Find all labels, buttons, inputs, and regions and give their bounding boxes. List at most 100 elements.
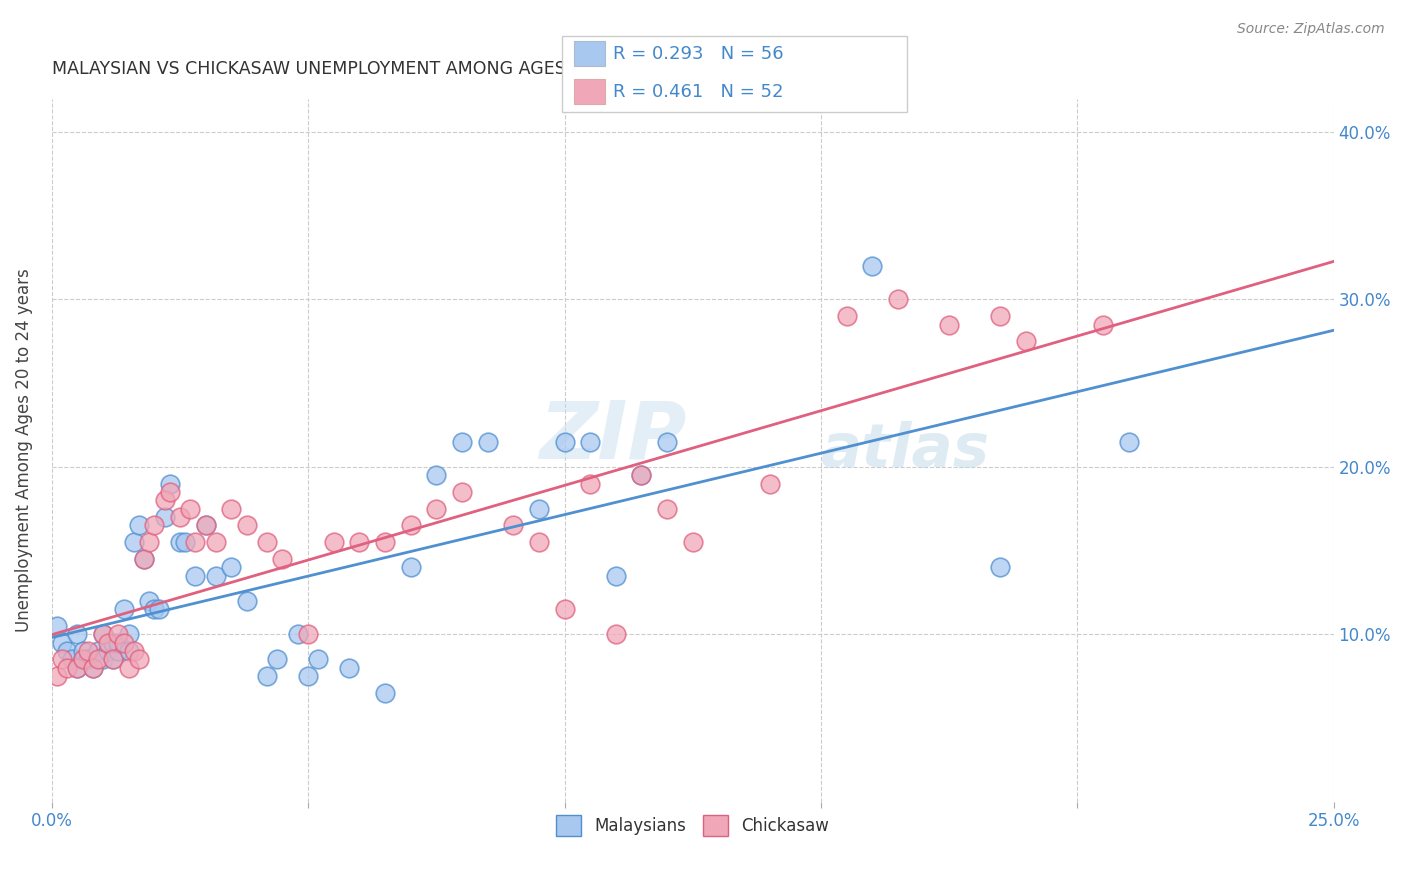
Point — [605, 568, 627, 582]
Point — [194, 518, 217, 533]
Y-axis label: Unemployment Among Ages 20 to 24 years: Unemployment Among Ages 20 to 24 years — [15, 268, 32, 632]
Point — [56, 661, 79, 675]
Point — [132, 552, 155, 566]
Point — [103, 652, 125, 666]
Point — [87, 644, 110, 658]
Point — [128, 652, 150, 666]
Point — [97, 635, 120, 649]
Point — [527, 501, 550, 516]
Point — [682, 535, 704, 549]
Point — [307, 652, 329, 666]
Point — [107, 635, 129, 649]
Point — [51, 652, 73, 666]
Point — [174, 535, 197, 549]
Point — [630, 468, 652, 483]
Point — [132, 552, 155, 566]
Point — [91, 627, 114, 641]
Point — [988, 560, 1011, 574]
Text: ZIP: ZIP — [538, 397, 686, 475]
Point — [45, 619, 67, 633]
Point — [72, 652, 94, 666]
Point — [107, 627, 129, 641]
Point — [76, 652, 98, 666]
Point — [91, 627, 114, 641]
Point — [374, 686, 396, 700]
Point — [553, 434, 575, 449]
Point — [1015, 334, 1038, 349]
Point — [527, 535, 550, 549]
Point — [76, 644, 98, 658]
Point — [97, 644, 120, 658]
Point — [184, 535, 207, 549]
Point — [860, 259, 883, 273]
Point — [72, 652, 94, 666]
Point — [143, 602, 166, 616]
Point — [235, 518, 257, 533]
Point — [82, 661, 104, 675]
Point — [256, 535, 278, 549]
Point — [835, 309, 858, 323]
Point — [107, 644, 129, 658]
Text: R = 0.461   N = 52: R = 0.461 N = 52 — [613, 83, 783, 101]
Point — [655, 501, 678, 516]
Point — [112, 635, 135, 649]
Point — [103, 635, 125, 649]
Text: Source: ZipAtlas.com: Source: ZipAtlas.com — [1237, 22, 1385, 37]
Point — [153, 510, 176, 524]
Point — [179, 501, 201, 516]
Point — [349, 535, 371, 549]
Point — [159, 476, 181, 491]
Point — [159, 484, 181, 499]
Point — [153, 493, 176, 508]
Point — [451, 434, 474, 449]
Point — [266, 652, 288, 666]
Point — [287, 627, 309, 641]
Point — [118, 661, 141, 675]
Point — [297, 627, 319, 641]
Point — [72, 644, 94, 658]
Text: R = 0.293   N = 56: R = 0.293 N = 56 — [613, 45, 783, 63]
Point — [988, 309, 1011, 323]
Point — [337, 661, 360, 675]
Point — [60, 652, 83, 666]
Point — [425, 501, 447, 516]
Point — [112, 602, 135, 616]
Point — [194, 518, 217, 533]
Point — [205, 568, 228, 582]
Point — [184, 568, 207, 582]
Point — [938, 318, 960, 332]
Point — [148, 602, 170, 616]
Point — [87, 652, 110, 666]
Point — [51, 635, 73, 649]
Point — [143, 518, 166, 533]
Point — [91, 652, 114, 666]
Point — [56, 644, 79, 658]
Text: MALAYSIAN VS CHICKASAW UNEMPLOYMENT AMONG AGES 20 TO 24 YEARS CORRELATION CHART: MALAYSIAN VS CHICKASAW UNEMPLOYMENT AMON… — [52, 60, 907, 78]
Point — [374, 535, 396, 549]
Point — [138, 535, 160, 549]
Point — [66, 627, 89, 641]
Point — [235, 593, 257, 607]
Legend: Malaysians, Chickasaw: Malaysians, Chickasaw — [550, 809, 837, 842]
Point — [605, 627, 627, 641]
Point — [169, 535, 191, 549]
Point — [219, 560, 242, 574]
Point — [66, 661, 89, 675]
Point — [271, 552, 294, 566]
Point — [322, 535, 344, 549]
Point — [205, 535, 228, 549]
Point — [502, 518, 524, 533]
Point — [758, 476, 780, 491]
Point — [82, 661, 104, 675]
Point — [118, 627, 141, 641]
Point — [118, 644, 141, 658]
Point — [128, 518, 150, 533]
Point — [103, 652, 125, 666]
Point — [399, 560, 422, 574]
Point — [297, 669, 319, 683]
Point — [66, 661, 89, 675]
Point — [138, 593, 160, 607]
Point — [553, 602, 575, 616]
Point — [630, 468, 652, 483]
Point — [399, 518, 422, 533]
